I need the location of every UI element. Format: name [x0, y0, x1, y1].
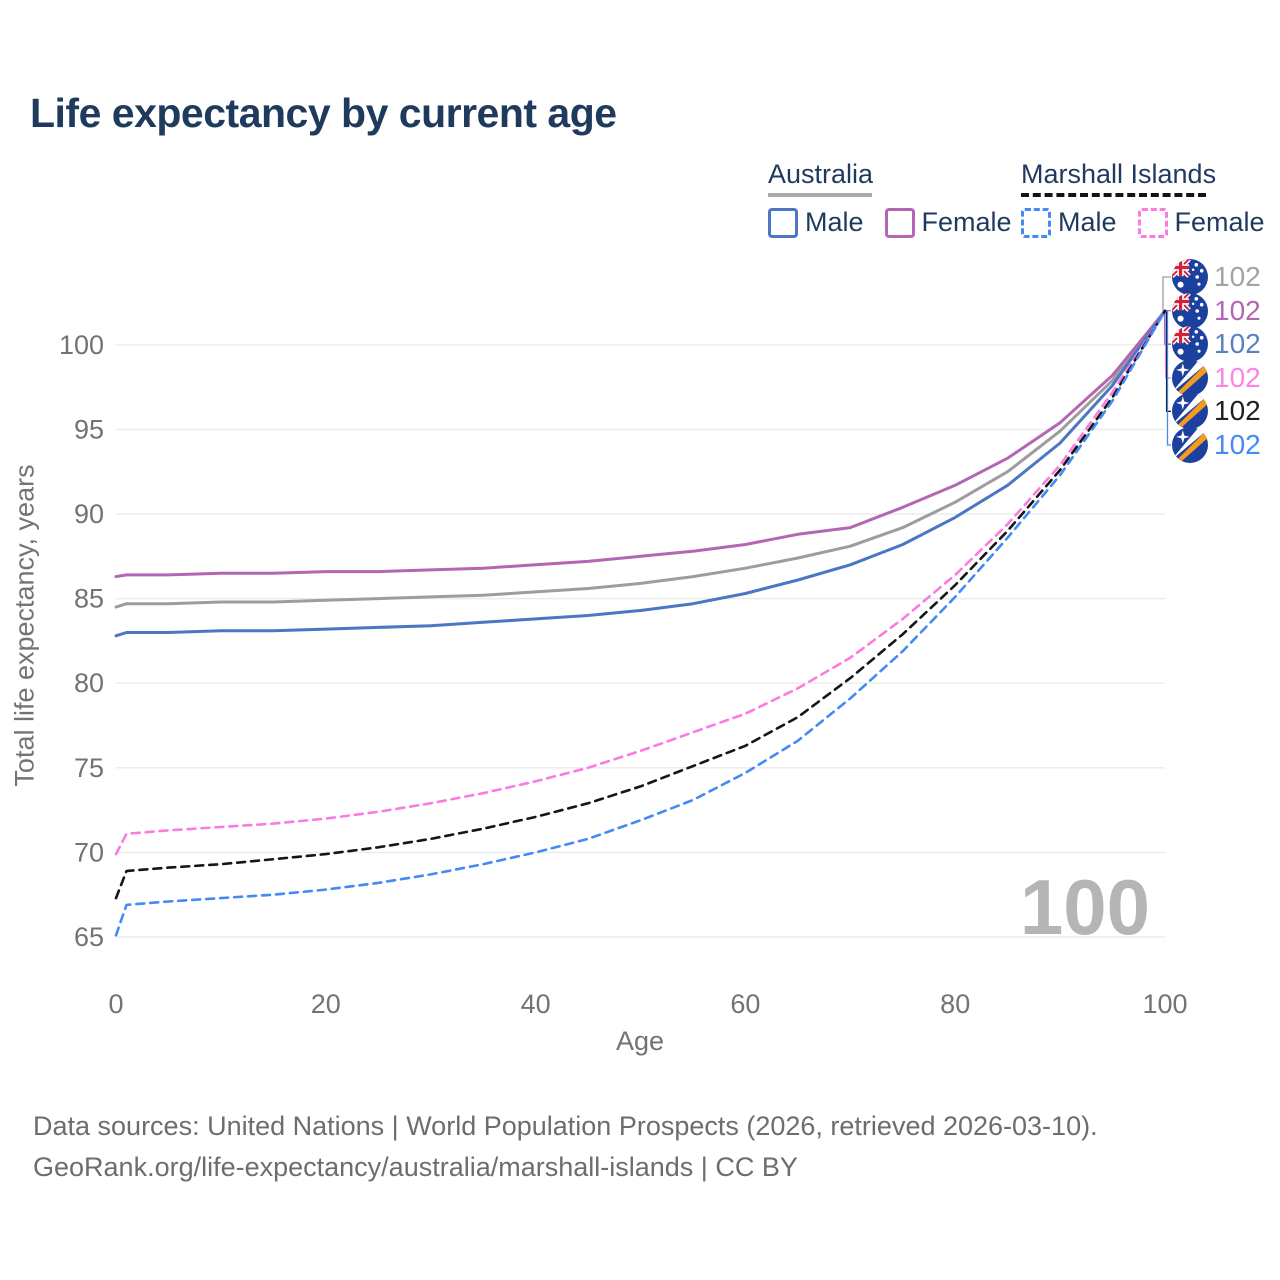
line-chart: 65 70 75 80 85 90 95 100 0 20 40 60 80 100 [59, 276, 1188, 1019]
end-value-marshall-islands-total: 102 [1214, 395, 1261, 427]
end-label-row-australia-male: 102 [1172, 326, 1261, 363]
end-value-australia-female: 102 [1214, 294, 1261, 326]
legend-item-australia-female[interactable]: Female [884, 207, 1012, 238]
series-line-australia-female[interactable] [114, 309, 1167, 579]
end-label-row-marshall-islands-male: 102 [1172, 427, 1261, 463]
australia-flag-icon [1172, 292, 1208, 329]
legend-swatch-marshall-islands-female-icon [1137, 207, 1168, 238]
footer: Data sources: United Nations | World Pop… [33, 1106, 1098, 1188]
x-tick-label-100: 100 [1142, 989, 1187, 1019]
y-tick-label-100: 100 [59, 330, 104, 360]
australia-flag-icon [1172, 259, 1208, 295]
y-tick-label-80: 80 [74, 668, 104, 698]
leader-line-australia-total [1162, 276, 1171, 312]
legend-label-marshall-islands-female: Female [1174, 207, 1265, 237]
legend-label-australia-female: Female [921, 207, 1012, 237]
end-value-marshall-islands-female: 102 [1214, 361, 1261, 393]
marshall-islands-flag-icon [1172, 393, 1208, 430]
end-label-row-marshall-islands-female: 102 [1172, 359, 1261, 396]
australia-flag-icon [1172, 326, 1208, 363]
legend-item-marshall-islands-male[interactable]: Male [1021, 207, 1117, 238]
x-axis-title: Age [615, 1026, 665, 1056]
y-axis-title: Total life expectancy, years [9, 464, 40, 787]
y-tick-label-75: 75 [74, 753, 104, 783]
x-tick-label-60: 60 [730, 989, 760, 1019]
legend-swatch-marshall-islands-male-icon [1021, 207, 1051, 238]
legend-swatch-australia-male-icon [768, 207, 798, 238]
legend-group-marshall-islands: Marshall Islands Male Female [1021, 160, 1265, 238]
series-line-australia-total[interactable] [114, 309, 1167, 609]
series-line-marshall-islands-male[interactable] [114, 309, 1167, 937]
marshall-islands-flag-icon [1172, 359, 1208, 396]
series-line-australia-male[interactable] [114, 309, 1167, 638]
end-value-australia-male: 102 [1214, 328, 1261, 360]
footer-attribution-link: GeoRank.org/life-expectancy/australia/ma… [33, 1152, 798, 1182]
legend-swatch-australia-female-icon [884, 207, 915, 238]
legend-item-marshall-islands-female[interactable]: Female [1137, 207, 1265, 238]
legend-heading-marshall-islands: Marshall Islands [1021, 160, 1265, 197]
end-label-row-marshall-islands-total: 102 [1172, 393, 1261, 430]
y-tick-label-70: 70 [74, 837, 104, 867]
age-indicator-watermark: 100 [1019, 863, 1150, 951]
series-line-marshall-islands-total[interactable] [114, 309, 1167, 900]
legend-item-australia-male[interactable]: Male [768, 207, 864, 238]
legend-heading-australia-label: Australia [768, 159, 874, 189]
x-tick-label-20: 20 [311, 989, 341, 1019]
y-tick-label-85: 85 [74, 584, 104, 614]
end-value-marshall-islands-male: 102 [1214, 429, 1261, 460]
legend-label-marshall-islands-male: Male [1058, 207, 1117, 237]
y-tick-label-65: 65 [74, 922, 104, 952]
end-label-row-australia-total: 102 [1172, 259, 1261, 295]
solid-line-sample [768, 193, 872, 197]
end-value-australia-total: 102 [1214, 261, 1261, 292]
marshall-islands-flag-icon [1172, 427, 1208, 463]
legend-heading-marshall-islands-label: Marshall Islands [1021, 159, 1217, 189]
y-tick-label-95: 95 [74, 414, 104, 444]
series-line-marshall-islands-female[interactable] [114, 309, 1167, 856]
legend-label-australia-male: Male [805, 207, 864, 237]
footer-data-sources: Data sources: United Nations | World Pop… [33, 1111, 1098, 1141]
legend-group-australia: Australia Male Female [768, 160, 1012, 238]
y-tick-label-90: 90 [74, 499, 104, 529]
page-title: Life expectancy by current age [30, 90, 617, 136]
dashed-line-sample [1021, 193, 1206, 197]
x-tick-label-0: 0 [108, 989, 123, 1019]
x-tick-label-40: 40 [521, 989, 551, 1019]
end-label-row-australia-female: 102 [1172, 292, 1261, 329]
legend-heading-australia: Australia [768, 160, 1012, 197]
x-tick-label-80: 80 [940, 989, 970, 1019]
